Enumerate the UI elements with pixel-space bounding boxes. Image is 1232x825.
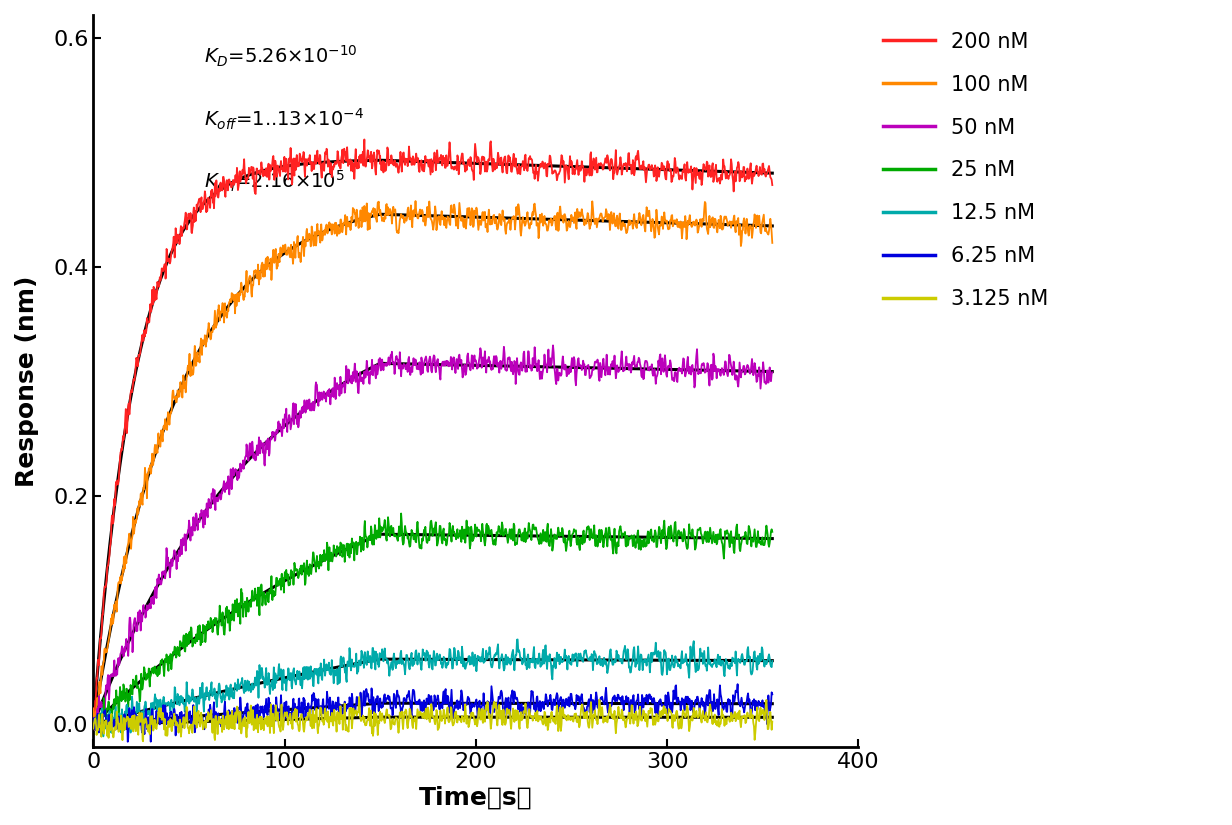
Text: $K_{on}$=2.16×10$^{5}$: $K_{on}$=2.16×10$^{5}$ xyxy=(205,169,345,194)
X-axis label: Time（s）: Time（s） xyxy=(419,786,532,810)
Text: $K_D$=5.26×10$^{-10}$: $K_D$=5.26×10$^{-10}$ xyxy=(205,45,357,69)
Legend: 200 nM, 100 nM, 50 nM, 25 nM, 12.5 nM, 6.25 nM, 3.125 nM: 200 nM, 100 nM, 50 nM, 25 nM, 12.5 nM, 6… xyxy=(876,26,1055,315)
Y-axis label: Response (nm): Response (nm) xyxy=(15,276,39,487)
Text: $K_{off}$=1..13×10$^{-4}$: $K_{off}$=1..13×10$^{-4}$ xyxy=(205,106,365,132)
